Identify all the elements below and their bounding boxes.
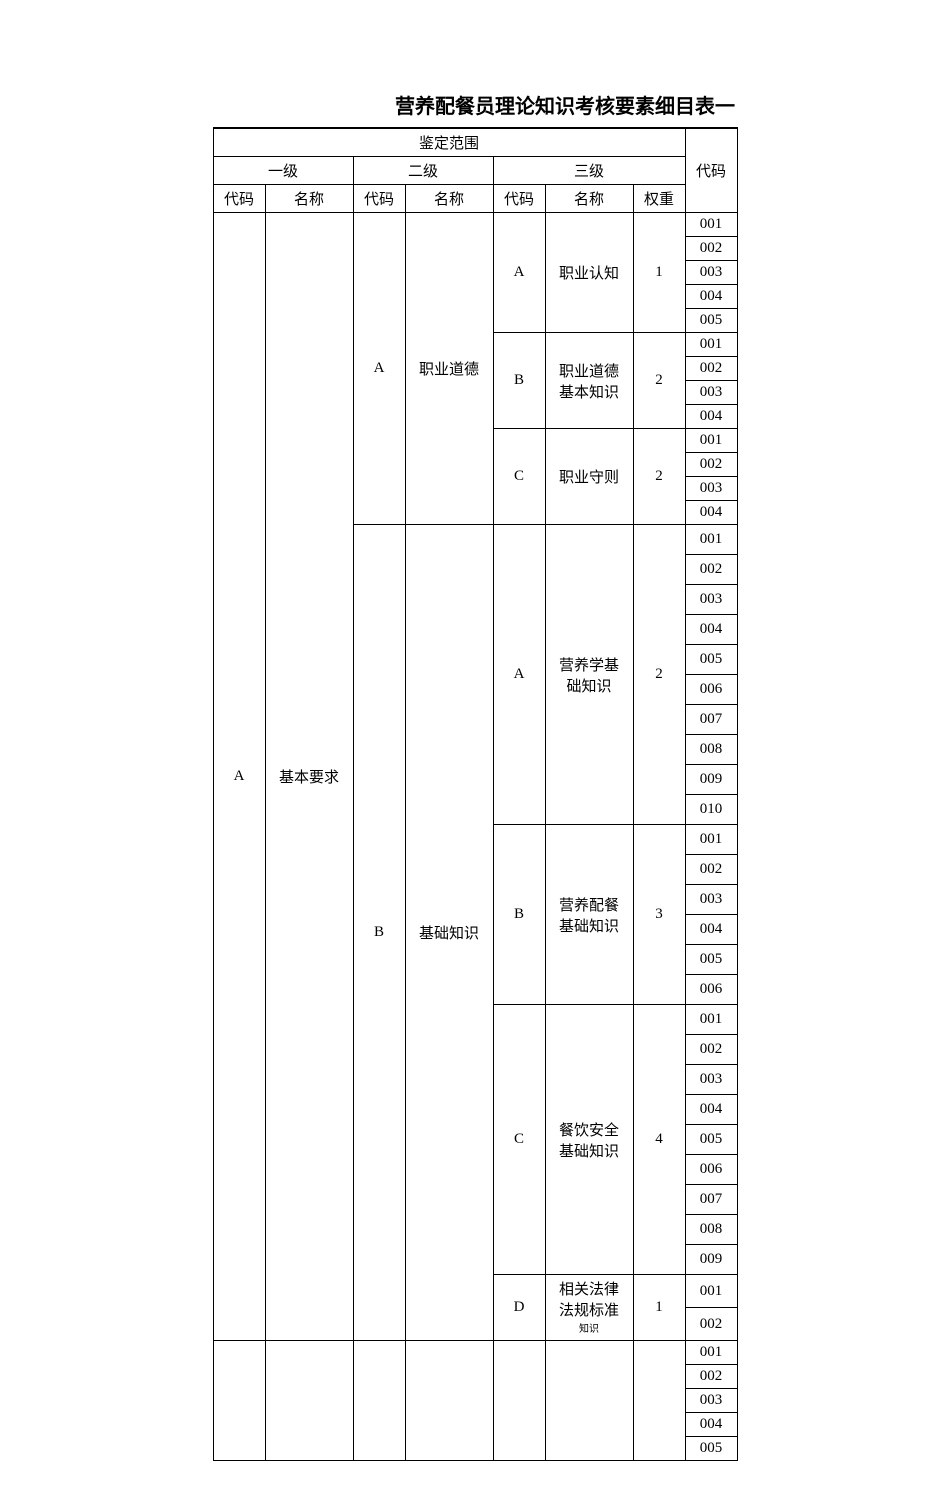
l3-code-empty [493, 1341, 545, 1461]
item-code: 010 [685, 795, 737, 825]
item-code: 004 [685, 1413, 737, 1437]
l3-name: 营养学基础知识 [545, 525, 633, 825]
item-code: 002 [685, 453, 737, 477]
item-code: 001 [685, 825, 737, 855]
item-code: 008 [685, 1215, 737, 1245]
l3-code: C [493, 1005, 545, 1275]
item-code: 002 [685, 1035, 737, 1065]
l3-code: B [493, 333, 545, 429]
item-code: 002 [685, 357, 737, 381]
item-code: 003 [685, 1065, 737, 1095]
l1-code: A [213, 213, 265, 1341]
item-code: 006 [685, 1155, 737, 1185]
l3-weight: 2 [633, 333, 685, 429]
header-l2-code: 代码 [353, 185, 405, 213]
header-level3: 三级 [493, 157, 685, 185]
item-code: 002 [685, 855, 737, 885]
l3-name: 职业道德基本知识 [545, 333, 633, 429]
l1-name-empty [265, 1341, 353, 1461]
item-code: 004 [685, 501, 737, 525]
item-code: 005 [685, 945, 737, 975]
item-code: 003 [685, 885, 737, 915]
item-code: 009 [685, 1245, 737, 1275]
l3-weight: 1 [633, 213, 685, 333]
item-code: 002 [685, 1308, 737, 1341]
l3-code: A [493, 213, 545, 333]
l3-weight: 1 [633, 1275, 685, 1341]
l3-code: C [493, 429, 545, 525]
item-code: 008 [685, 735, 737, 765]
item-code: 004 [685, 1095, 737, 1125]
item-code: 003 [685, 261, 737, 285]
l2-code: A [353, 213, 405, 525]
header-scope: 鉴定范围 [213, 128, 685, 157]
l3-code: B [493, 825, 545, 1005]
item-code: 001 [685, 1341, 737, 1365]
l3-weight: 4 [633, 1005, 685, 1275]
item-code: 009 [685, 765, 737, 795]
item-code: 001 [685, 333, 737, 357]
item-code: 002 [685, 1365, 737, 1389]
item-code: 005 [685, 1125, 737, 1155]
l2-name: 基础知识 [405, 525, 493, 1341]
l3-code: D [493, 1275, 545, 1341]
l2-name-empty [405, 1341, 493, 1461]
header-l1-name: 名称 [265, 185, 353, 213]
l3-name: 职业认知 [545, 213, 633, 333]
header-weight: 权重 [633, 185, 685, 213]
item-code: 005 [685, 645, 737, 675]
header-l2-name: 名称 [405, 185, 493, 213]
l3-name: 相关法律法规标准知识 [545, 1275, 633, 1341]
header-level1: 一级 [213, 157, 353, 185]
item-code: 005 [685, 1437, 737, 1461]
l2-name: 职业道德 [405, 213, 493, 525]
item-code: 003 [685, 1389, 737, 1413]
item-code: 001 [685, 1275, 737, 1308]
header-item-code: 代码 [685, 128, 737, 213]
table-body: A基本要求A职业道德A职业认知1001002003004005B职业道德基本知识… [213, 213, 737, 1461]
item-code: 004 [685, 915, 737, 945]
item-code: 001 [685, 429, 737, 453]
item-code: 004 [685, 285, 737, 309]
item-code: 004 [685, 615, 737, 645]
item-code: 004 [685, 405, 737, 429]
l3-weight: 2 [633, 429, 685, 525]
l3-code: A [493, 525, 545, 825]
l3-name: 营养配餐基础知识 [545, 825, 633, 1005]
table-row: A基本要求A职业道德A职业认知1001 [213, 213, 737, 237]
item-code: 003 [685, 381, 737, 405]
item-code: 007 [685, 1185, 737, 1215]
page-title: 营养配餐员理论知识考核要素细目表一 [40, 90, 910, 119]
item-code: 003 [685, 585, 737, 615]
table-row: 001 [213, 1341, 737, 1365]
item-code: 007 [685, 705, 737, 735]
header-l3-name: 名称 [545, 185, 633, 213]
l3-weight-empty [633, 1341, 685, 1461]
l3-weight: 2 [633, 525, 685, 825]
l3-name-empty [545, 1341, 633, 1461]
detail-table: 鉴定范围 代码 一级 二级 三级 代码 名称 代码 名称 代码 名称 权重 A基… [213, 127, 738, 1461]
item-code: 003 [685, 477, 737, 501]
l3-name: 职业守则 [545, 429, 633, 525]
header-level2: 二级 [353, 157, 493, 185]
l1-name: 基本要求 [265, 213, 353, 1341]
item-code: 001 [685, 1005, 737, 1035]
item-code: 002 [685, 555, 737, 585]
l2-code: B [353, 525, 405, 1341]
header-l1-code: 代码 [213, 185, 265, 213]
l1-code-empty [213, 1341, 265, 1461]
l2-code-empty [353, 1341, 405, 1461]
l3-weight: 3 [633, 825, 685, 1005]
item-code: 005 [685, 309, 737, 333]
item-code: 006 [685, 675, 737, 705]
item-code: 001 [685, 525, 737, 555]
header-l3-code: 代码 [493, 185, 545, 213]
item-code: 006 [685, 975, 737, 1005]
l3-name: 餐饮安全基础知识 [545, 1005, 633, 1275]
item-code: 002 [685, 237, 737, 261]
item-code: 001 [685, 213, 737, 237]
